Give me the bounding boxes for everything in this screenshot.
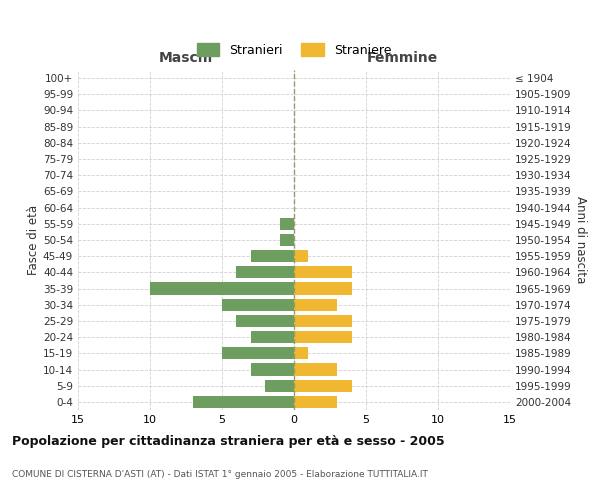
Bar	[280, 234, 294, 246]
Bar	[294, 348, 308, 360]
Y-axis label: Fasce di età: Fasce di età	[27, 205, 40, 275]
Y-axis label: Anni di nascita: Anni di nascita	[574, 196, 587, 284]
Bar	[294, 282, 352, 294]
Bar	[236, 315, 294, 327]
Bar	[251, 331, 294, 343]
Text: COMUNE DI CISTERNA D'ASTI (AT) - Dati ISTAT 1° gennaio 2005 - Elaborazione TUTTI: COMUNE DI CISTERNA D'ASTI (AT) - Dati IS…	[12, 470, 428, 479]
Bar	[280, 218, 294, 230]
Bar	[236, 266, 294, 278]
Bar	[294, 380, 352, 392]
Bar	[294, 331, 352, 343]
Bar	[294, 266, 352, 278]
Bar	[294, 396, 337, 408]
Bar	[251, 250, 294, 262]
Bar	[150, 282, 294, 294]
Bar	[294, 298, 337, 311]
Bar	[294, 250, 308, 262]
Text: Popolazione per cittadinanza straniera per età e sesso - 2005: Popolazione per cittadinanza straniera p…	[12, 435, 445, 448]
Bar	[193, 396, 294, 408]
Bar	[222, 348, 294, 360]
Bar	[222, 298, 294, 311]
Text: Maschi: Maschi	[159, 51, 213, 65]
Bar	[294, 315, 352, 327]
Bar	[251, 364, 294, 376]
Legend: Stranieri, Straniere: Stranieri, Straniere	[193, 39, 395, 60]
Text: Femmine: Femmine	[367, 51, 437, 65]
Bar	[294, 364, 337, 376]
Bar	[265, 380, 294, 392]
